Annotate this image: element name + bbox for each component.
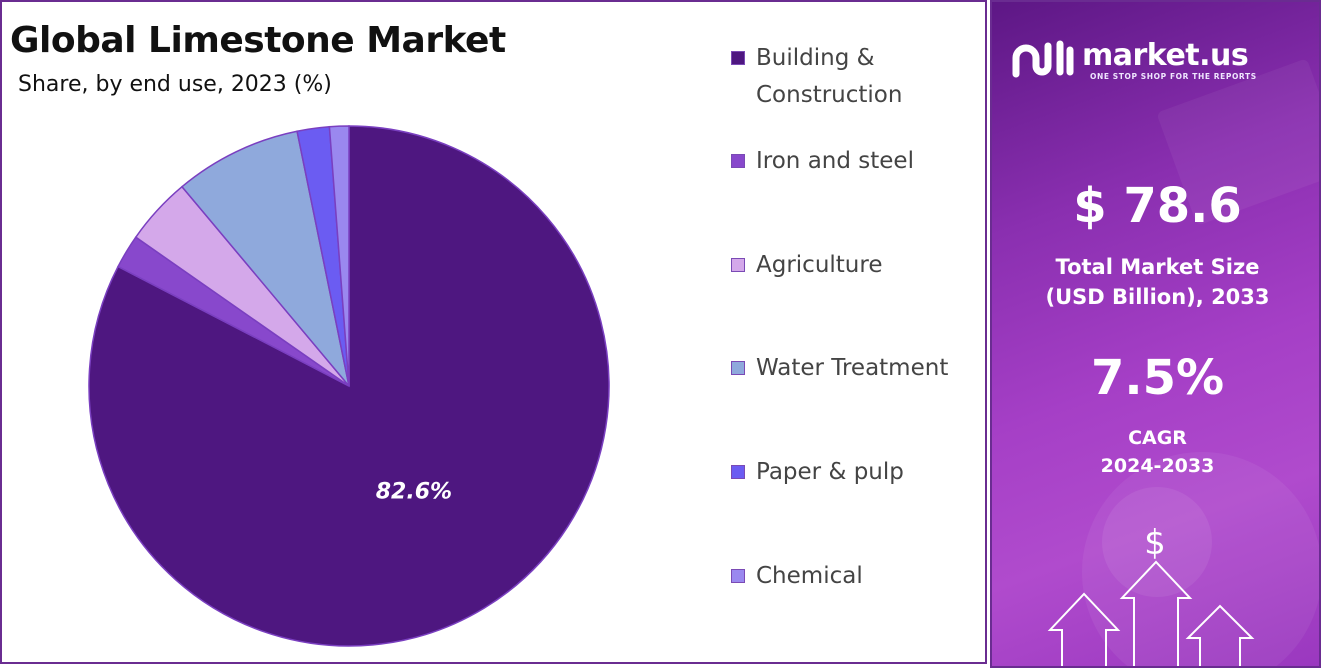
cagr-label-line2: 2024-2033 bbox=[1100, 455, 1215, 477]
data-label: 82.6% bbox=[376, 480, 452, 505]
legend-label: Agriculture bbox=[756, 247, 883, 284]
brand-name: market.us bbox=[1082, 38, 1249, 73]
legend-item: Iron and steel bbox=[731, 143, 914, 180]
legend-item: Agriculture bbox=[731, 247, 883, 284]
legend-label-line: Building & bbox=[756, 45, 875, 71]
market-size-label-line1: Total Market Size bbox=[1055, 255, 1260, 279]
background-decoration: $ bbox=[1047, 59, 1319, 666]
market-us-logo-icon bbox=[1012, 40, 1074, 78]
svg-text:$: $ bbox=[1144, 523, 1166, 563]
legend-swatch bbox=[731, 569, 745, 583]
legend: Building & Construction Iron and steel Agri… bbox=[731, 2, 986, 666]
chart-subtitle: Share, by end use, 2023 (%) bbox=[18, 72, 332, 97]
legend-label: Water Treatment bbox=[756, 350, 948, 387]
legend-swatch bbox=[731, 154, 745, 168]
legend-label-line: Iron and steel bbox=[756, 148, 914, 174]
legend-item: Water Treatment bbox=[731, 350, 948, 387]
pie-chart: 82.6% bbox=[88, 125, 610, 647]
legend-label: Paper & pulp bbox=[756, 454, 904, 491]
dollar-icon: $ bbox=[1144, 523, 1166, 563]
legend-swatch bbox=[731, 465, 745, 479]
pie-slice-water-treatment bbox=[180, 130, 350, 387]
market-size-label-line2: (USD Billion), 2033 bbox=[1045, 285, 1270, 309]
cagr-label: CAGR 2024-2033 bbox=[992, 424, 1319, 480]
legend-item: Paper & pulp bbox=[731, 454, 904, 491]
chart-title: Global Limestone Market bbox=[10, 20, 506, 61]
info-panel: $ market.us ONE STOP SHOP FOR THE REPORT… bbox=[990, 0, 1321, 668]
legend-label-line: Chemical bbox=[756, 563, 863, 589]
legend-item: Chemical bbox=[731, 558, 863, 595]
growth-arrows-icon bbox=[1047, 560, 1255, 666]
legend-label: Iron and steel bbox=[756, 143, 914, 180]
market-size-label: Total Market Size (USD Billion), 2033 bbox=[992, 252, 1319, 312]
legend-item: Building & Construction bbox=[731, 40, 902, 114]
pie-slice-chemical bbox=[328, 125, 350, 387]
legend-label-line: Construction bbox=[756, 82, 903, 108]
cagr-value: 7.5% bbox=[1090, 350, 1225, 406]
legend-label-line: Agriculture bbox=[756, 252, 883, 278]
brand-tagline: ONE STOP SHOP FOR THE REPORTS bbox=[1090, 72, 1257, 81]
legend-label-line: Water Treatment bbox=[756, 355, 949, 381]
legend-swatch bbox=[731, 51, 745, 65]
legend-label-line: Paper & pulp bbox=[756, 459, 904, 485]
cagr-label-line1: CAGR bbox=[1128, 427, 1187, 449]
legend-swatch bbox=[731, 258, 745, 272]
market-size-value: $ 78.6 bbox=[1073, 178, 1242, 234]
chart-panel: Global Limestone Market Share, by end us… bbox=[0, 0, 987, 664]
legend-label: Building & Construction bbox=[756, 40, 902, 114]
legend-swatch bbox=[731, 361, 745, 375]
legend-label: Chemical bbox=[756, 558, 863, 595]
